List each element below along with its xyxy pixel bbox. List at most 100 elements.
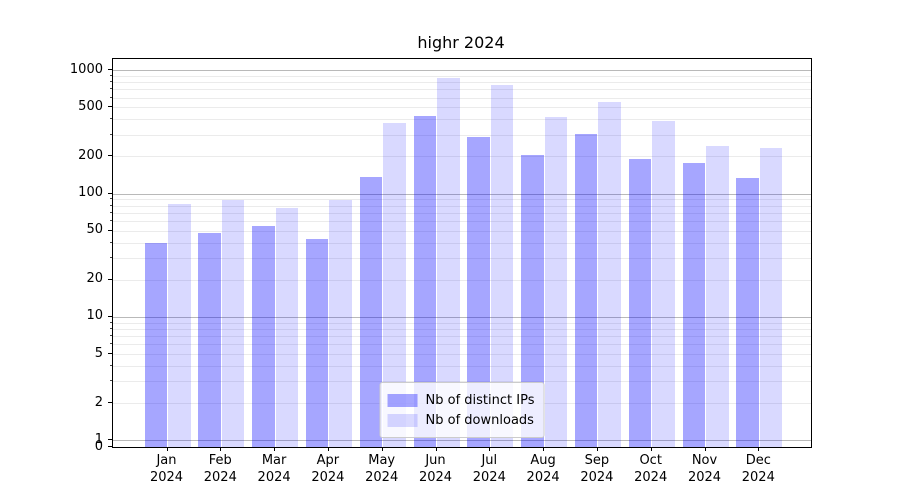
- bar-distinct-ips: [574, 134, 598, 447]
- y-axis-tick: [108, 446, 112, 447]
- gridline-minor: [113, 230, 811, 232]
- y-tick-label: 20: [86, 271, 103, 287]
- x-axis-tick: [704, 447, 706, 451]
- bar-distinct-ips: [413, 115, 436, 447]
- x-axis-tick: [166, 447, 168, 451]
- x-axis-tick: [489, 447, 491, 451]
- y-tick-label: 10: [86, 308, 103, 324]
- x-tick-label: Apr 2024: [311, 453, 345, 485]
- gridline-major: [113, 193, 811, 195]
- x-axis-tick: [758, 447, 760, 451]
- x-axis-tick: [274, 447, 276, 451]
- gridline-minor: [113, 107, 811, 109]
- bar-distinct-ips: [144, 242, 167, 447]
- gridline-minor: [113, 344, 811, 346]
- gridline-minor: [113, 322, 811, 324]
- x-axis-tick: [327, 447, 329, 451]
- gridline-minor: [113, 366, 811, 367]
- x-axis-tick: [543, 447, 545, 451]
- bar-distinct-ips: [359, 177, 383, 447]
- y-axis-tick: [108, 155, 112, 157]
- bar-downloads: [490, 84, 514, 447]
- gridline-major: [113, 440, 811, 442]
- bar-distinct-ips: [467, 137, 490, 447]
- y-axis-minor-tick: [110, 327, 112, 329]
- gridline-minor: [113, 82, 811, 84]
- bar-distinct-ips: [736, 177, 759, 447]
- gridline-minor: [113, 75, 811, 77]
- x-axis-tick: [381, 447, 383, 451]
- y-axis-tick: [108, 278, 112, 280]
- y-axis-minor-tick: [110, 335, 112, 336]
- bar-downloads: [437, 78, 460, 447]
- bar-distinct-ips: [305, 238, 329, 447]
- x-axis-tick: [596, 447, 598, 451]
- y-axis-tick: [108, 229, 112, 231]
- gridline-minor: [113, 97, 811, 99]
- x-tick-label: Dec 2024: [741, 453, 775, 485]
- y-tick-label: 5: [94, 345, 103, 361]
- legend-swatch-downloads: [387, 413, 418, 427]
- y-tick-label: 2: [94, 394, 103, 410]
- y-axis-minor-tick: [110, 74, 112, 76]
- bar-downloads: [275, 207, 299, 447]
- bar-downloads: [706, 146, 729, 447]
- y-axis-minor-tick: [110, 365, 112, 366]
- y-axis-minor-tick: [110, 219, 112, 221]
- y-tick-label: 0: [94, 438, 103, 454]
- gridline-minor: [113, 205, 811, 207]
- y-axis-tick: [108, 106, 112, 108]
- y-tick-label: 1: [94, 431, 103, 447]
- gridline-minor: [113, 328, 811, 330]
- x-tick-label: Jun 2024: [418, 453, 453, 485]
- gridline-minor: [113, 212, 811, 214]
- x-axis-tick: [650, 447, 652, 451]
- x-axis-tick: [220, 447, 222, 451]
- y-axis-minor-tick: [110, 81, 112, 83]
- y-tick-label: 200: [78, 147, 103, 163]
- legend-label-distinct-ips: Nb of distinct IPs: [425, 392, 535, 408]
- gridline-minor: [113, 242, 811, 244]
- gridline-minor: [113, 279, 811, 281]
- x-tick-label: Sep 2024: [580, 453, 614, 485]
- x-tick-label: May 2024: [365, 453, 399, 485]
- bar-downloads: [329, 200, 352, 447]
- y-axis-minor-tick: [110, 241, 112, 243]
- y-axis-minor-tick: [110, 257, 112, 258]
- y-axis-minor-tick: [110, 118, 112, 120]
- bar-distinct-ips: [252, 225, 275, 447]
- y-axis-minor-tick: [110, 343, 112, 345]
- x-tick-label: Mar 2024: [257, 453, 291, 485]
- x-tick-label: Oct 2024: [634, 453, 668, 485]
- bar-downloads: [652, 121, 675, 447]
- legend-label-downloads: Nb of downloads: [425, 412, 534, 428]
- y-axis-minor-tick: [110, 321, 112, 323]
- bar-downloads: [759, 147, 783, 447]
- gridline-minor: [113, 89, 811, 91]
- y-axis-minor-tick: [110, 96, 112, 98]
- y-axis-tick: [108, 192, 112, 194]
- x-axis-tick: [435, 447, 437, 451]
- y-tick-label: 500: [78, 98, 103, 114]
- bar-downloads: [598, 101, 621, 447]
- bar-distinct-ips: [198, 232, 221, 447]
- x-tick-label: Aug 2024: [526, 453, 560, 485]
- gridline-minor: [113, 354, 811, 355]
- y-axis-minor-tick: [110, 204, 112, 206]
- bar-distinct-ips: [628, 159, 652, 447]
- y-axis-tick: [108, 315, 112, 317]
- gridline-minor: [113, 119, 811, 121]
- gridline-minor: [113, 156, 811, 158]
- legend-item-downloads: Nb of downloads: [387, 411, 535, 429]
- x-tick-label: Jan 2024: [149, 453, 184, 485]
- y-axis-tick: [108, 353, 112, 354]
- legend-item-distinct-ips: Nb of distinct IPs: [387, 391, 535, 409]
- legend: Nb of distinct IPs Nb of downloads: [379, 382, 545, 438]
- y-axis-minor-tick: [110, 211, 112, 213]
- gridline-minor: [113, 381, 811, 383]
- y-axis-tick: [108, 69, 112, 71]
- y-axis-tick: [108, 439, 112, 441]
- bar-downloads: [383, 122, 406, 447]
- bar-downloads: [168, 204, 191, 447]
- y-axis-minor-tick: [110, 133, 112, 135]
